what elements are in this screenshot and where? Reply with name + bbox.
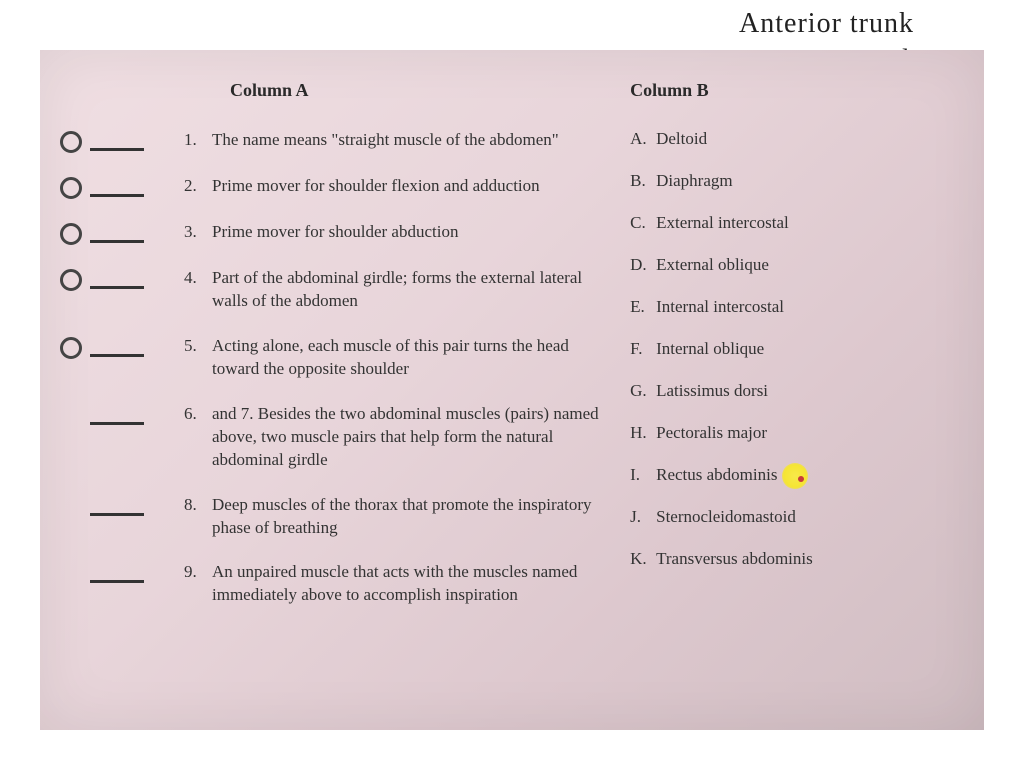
question-body: Part of the abdominal girdle; forms the … xyxy=(212,267,600,313)
question-row: 6. and 7. Besides the two abdominal muscl… xyxy=(60,403,600,472)
answer-letter: F. xyxy=(630,339,656,359)
answer-text: Rectus abdominis xyxy=(656,465,777,485)
answer-option: J.Sternocleidomastoid xyxy=(630,507,964,527)
answer-blank[interactable] xyxy=(90,407,144,425)
question-number: 4. xyxy=(184,267,206,290)
answer-option: H.Pectoralis major xyxy=(630,423,964,443)
answer-text: External intercostal xyxy=(656,213,789,233)
question-body: and 7. Besides the two abdominal muscles… xyxy=(212,403,600,472)
answer-bubble[interactable] xyxy=(60,131,82,153)
question-row: 8. Deep muscles of the thorax that promot… xyxy=(60,494,600,540)
question-text: 8. Deep muscles of the thorax that promot… xyxy=(184,494,600,540)
question-body: An unpaired muscle that acts with the mu… xyxy=(212,561,600,607)
question-row: 4. Part of the abdominal girdle; forms th… xyxy=(60,267,600,313)
answer-option: E.Internal intercostal xyxy=(630,297,964,317)
answer-option: C.External intercostal xyxy=(630,213,964,233)
answer-blank[interactable] xyxy=(90,225,144,243)
bubble-spacer xyxy=(60,403,82,425)
question-number: 3. xyxy=(184,221,206,244)
answer-option: I.Rectus abdominis xyxy=(630,465,964,485)
answer-bubble[interactable] xyxy=(60,337,82,359)
answer-letter: H. xyxy=(630,423,656,443)
answer-blank[interactable] xyxy=(90,133,144,151)
question-row: 5. Acting alone, each muscle of this pair… xyxy=(60,335,600,381)
question-number: 8. xyxy=(184,494,206,517)
question-body: Prime mover for shoulder flexion and add… xyxy=(212,175,540,198)
answer-letter: B. xyxy=(630,171,656,191)
question-row: 2. Prime mover for shoulder flexion and a… xyxy=(60,175,600,199)
column-a: Column A 1. The name means "straight musc… xyxy=(60,80,610,710)
column-a-header: Column A xyxy=(230,80,600,101)
answer-text: Latissimus dorsi xyxy=(656,381,768,401)
question-number: 6. xyxy=(184,403,206,426)
question-number: 5. xyxy=(184,335,206,358)
question-text: 9. An unpaired muscle that acts with the … xyxy=(184,561,600,607)
answer-option: K.Transversus abdominis xyxy=(630,549,964,569)
answer-letter: A. xyxy=(630,129,656,149)
answer-bubble[interactable] xyxy=(60,223,82,245)
answer-blank[interactable] xyxy=(90,339,144,357)
answer-option: A.Deltoid xyxy=(630,129,964,149)
question-body: Acting alone, each muscle of this pair t… xyxy=(212,335,600,381)
question-row: 1. The name means "straight muscle of the… xyxy=(60,129,600,153)
answer-text: Transversus abdominis xyxy=(656,549,813,569)
question-number: 1. xyxy=(184,129,206,152)
answer-letter: D. xyxy=(630,255,656,275)
handwritten-title-line1: Anterior trunk xyxy=(739,8,914,40)
question-text: 1. The name means "straight muscle of the… xyxy=(184,129,600,152)
answer-letter: G. xyxy=(630,381,656,401)
bubble-spacer xyxy=(60,494,82,516)
answer-option: G.Latissimus dorsi xyxy=(630,381,964,401)
bubble-spacer xyxy=(60,561,82,583)
answer-text: Deltoid xyxy=(656,129,707,149)
question-row: 3. Prime mover for shoulder abduction xyxy=(60,221,600,245)
question-number: 9. xyxy=(184,561,206,584)
answer-blank[interactable] xyxy=(90,271,144,289)
column-b-header: Column B xyxy=(630,80,964,101)
answer-letter: I. xyxy=(630,465,656,485)
answer-bubble[interactable] xyxy=(60,177,82,199)
answer-text: Pectoralis major xyxy=(656,423,767,443)
column-b: Column B A.DeltoidB.DiaphragmC.External … xyxy=(610,80,964,710)
answer-text: Sternocleidomastoid xyxy=(656,507,796,527)
answer-text: Internal oblique xyxy=(656,339,764,359)
cursor-highlight-icon xyxy=(782,463,808,489)
answer-blank[interactable] xyxy=(90,565,144,583)
answer-option: D.External oblique xyxy=(630,255,964,275)
answer-blank[interactable] xyxy=(90,179,144,197)
question-body: The name means "straight muscle of the a… xyxy=(212,129,559,152)
answer-text: External oblique xyxy=(656,255,769,275)
answer-letter: K. xyxy=(630,549,656,569)
question-body: Prime mover for shoulder abduction xyxy=(212,221,458,244)
question-row: 9. An unpaired muscle that acts with the … xyxy=(60,561,600,607)
question-text: 3. Prime mover for shoulder abduction xyxy=(184,221,600,244)
question-text: 4. Part of the abdominal girdle; forms th… xyxy=(184,267,600,313)
answer-option: F.Internal oblique xyxy=(630,339,964,359)
question-text: 6. and 7. Besides the two abdominal muscl… xyxy=(184,403,600,472)
answer-letter: J. xyxy=(630,507,656,527)
answer-text: Internal intercostal xyxy=(656,297,784,317)
answer-blank[interactable] xyxy=(90,498,144,516)
answer-text: Diaphragm xyxy=(656,171,732,191)
question-text: 5. Acting alone, each muscle of this pair… xyxy=(184,335,600,381)
answer-letter: C. xyxy=(630,213,656,233)
answer-letter: E. xyxy=(630,297,656,317)
answer-bubble[interactable] xyxy=(60,269,82,291)
question-body: Deep muscles of the thorax that promote … xyxy=(212,494,600,540)
question-number: 2. xyxy=(184,175,206,198)
worksheet-page: Column A 1. The name means "straight musc… xyxy=(40,50,984,730)
answer-option: B.Diaphragm xyxy=(630,171,964,191)
question-text: 2. Prime mover for shoulder flexion and a… xyxy=(184,175,600,198)
